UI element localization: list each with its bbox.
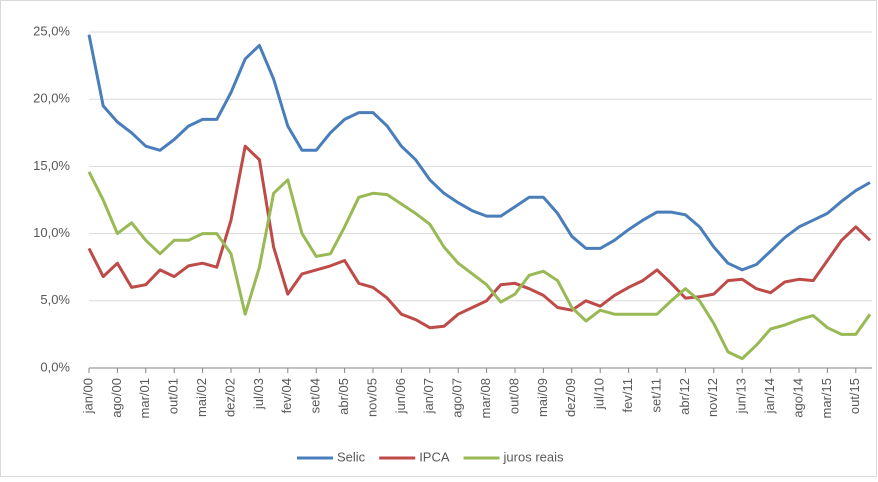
y-tick-label: 25,0% <box>33 23 70 38</box>
x-tick-label: dez/09 <box>563 378 578 417</box>
legend-label: Selic <box>337 449 366 464</box>
series-line <box>87 144 872 330</box>
x-tick-label: out/01 <box>166 378 181 414</box>
x-tick-label: ago/00 <box>109 378 124 418</box>
x-tick-label: out/15 <box>847 378 862 414</box>
y-tick-label: 20,0% <box>33 91 70 106</box>
x-tick-label: jan/00 <box>80 378 95 414</box>
x-tick-label: set/11 <box>648 378 663 412</box>
x-tick-label: abr/05 <box>336 378 351 415</box>
x-tick-label: out/08 <box>506 378 521 414</box>
x-tick-label: dez/02 <box>222 378 237 417</box>
x-tick-label: fev/04 <box>279 378 294 413</box>
series-line <box>87 171 872 361</box>
x-tick-label: fev/11 <box>620 378 635 412</box>
x-tick-label: ago/14 <box>790 378 805 418</box>
x-tick-label: mai/09 <box>535 378 550 417</box>
x-tick-label: nov/12 <box>705 378 720 417</box>
legend-label: IPCA <box>419 449 450 464</box>
series-line <box>87 34 871 272</box>
x-tick-label: nov/05 <box>364 378 379 417</box>
x-tick-label: abr/12 <box>677 378 692 415</box>
x-tick-label: jun/13 <box>734 378 749 414</box>
y-tick-label: 10,0% <box>33 225 70 240</box>
x-tick-label: mar/01 <box>137 378 152 418</box>
x-tick-label: ago/07 <box>450 378 465 418</box>
legend-label: juros reais <box>503 449 564 464</box>
x-tick-label: jan/07 <box>421 378 436 414</box>
x-tick-label: set/04 <box>308 378 323 413</box>
x-tick-label: jan/14 <box>762 378 777 414</box>
x-tick-label: mar/08 <box>478 378 493 418</box>
x-tick-label: jul/10 <box>592 378 607 410</box>
x-tick-label: mar/15 <box>819 378 834 418</box>
y-tick-label: 15,0% <box>33 158 70 173</box>
y-tick-label: 5,0% <box>40 292 70 307</box>
x-tick-label: jun/06 <box>393 378 408 414</box>
y-tick-label: 0,0% <box>40 359 70 374</box>
x-tick-label: jul/03 <box>251 378 266 410</box>
x-tick-label: mai/02 <box>194 378 209 417</box>
